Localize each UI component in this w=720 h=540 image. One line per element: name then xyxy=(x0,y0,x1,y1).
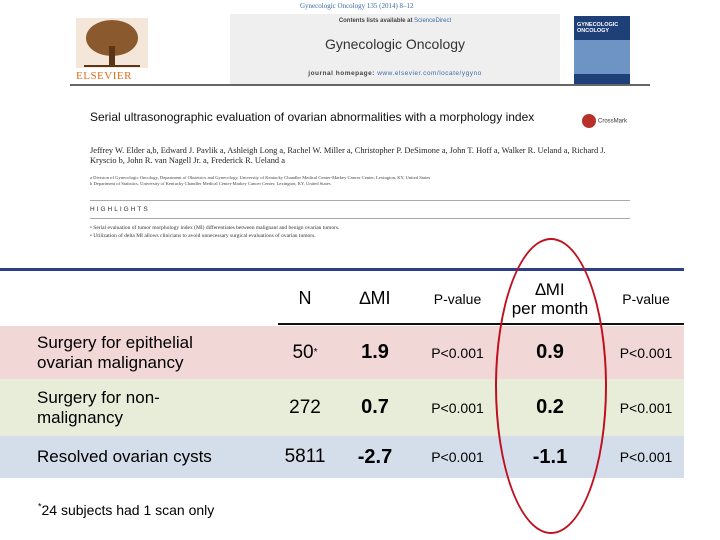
journal-homepage: journal homepage: www.elsevier.com/locat… xyxy=(308,70,482,77)
header-delta-mi-per-month: ∆MI per month xyxy=(511,279,589,318)
cell-p-value: P<0.001 xyxy=(619,449,673,465)
cell-delta-mi-per-month: 0.2 xyxy=(536,396,564,418)
divider xyxy=(90,200,630,201)
crossmark-badge: CrossMark xyxy=(582,114,627,128)
highlight-item: • Serial evaluation of tumor morphology … xyxy=(90,225,340,231)
article-affiliations: a Division of Gynecologic Oncology, Depa… xyxy=(90,175,630,187)
cell-p-value: P<0.001 xyxy=(431,399,484,416)
row-label: Resolved ovarian cysts xyxy=(37,447,212,466)
affiliation-b: b Department of Statistics, University o… xyxy=(90,181,331,186)
divider xyxy=(90,218,630,219)
table-row: Surgery for epithelial ovarian malignancy… xyxy=(0,326,684,379)
header-p-value: P-value xyxy=(433,290,482,307)
header-n: N xyxy=(298,288,312,308)
cell-delta-mi-per-month: 0.9 xyxy=(536,341,564,363)
crossmark-icon xyxy=(582,114,596,128)
table-row: Surgery for non-malignancy 272 0.7 P<0.0… xyxy=(0,379,684,436)
article-authors: Jeffrey W. Elder a,b, Edward J. Pavlik a… xyxy=(90,146,606,165)
table-footnote: *24 subjects had 1 scan only xyxy=(38,501,215,518)
table-top-rule xyxy=(0,268,684,271)
journal-citation: Gynecologic Oncology 135 (2014) 8–12 xyxy=(300,2,414,10)
highlights-list: • Serial evaluation of tumor morphology … xyxy=(90,224,630,240)
homepage-link: www.elsevier.com/locate/ygyno xyxy=(377,70,482,77)
cell-delta-mi: 0.7 xyxy=(361,396,389,418)
row-label: Surgery for non-malignancy xyxy=(37,387,160,427)
header-rule xyxy=(278,323,684,325)
journal-name: Gynecologic Oncology xyxy=(324,36,466,52)
header-p-value: P-value xyxy=(622,290,670,307)
row-label: Surgery for epithelial ovarian malignancy xyxy=(37,332,193,372)
cell-n: 272 xyxy=(289,396,321,418)
cell-p-value: P<0.001 xyxy=(431,344,484,361)
cell-p-value: P<0.001 xyxy=(619,399,673,416)
journal-cover-thumbnail: GYNECOLOGIC ONCOLOGY xyxy=(574,16,630,84)
cover-image-band xyxy=(574,40,630,74)
journal-info-box: Contents lists available at ScienceDirec… xyxy=(230,14,560,84)
header-delta-mi: ∆MI xyxy=(359,288,391,308)
affiliation-a: a Division of Gynecologic Oncology, Depa… xyxy=(90,175,431,180)
publisher-name: ELSEVIER xyxy=(76,70,132,82)
cell-delta-mi: -2.7 xyxy=(357,445,393,468)
highlight-item: • Utilization of delta MI allows clinici… xyxy=(90,233,316,239)
cell-p-value: P<0.001 xyxy=(619,344,673,361)
cell-delta-mi: 1.9 xyxy=(361,341,389,363)
sciencedirect-link: ScienceDirect xyxy=(414,18,452,24)
cell-p-value: P<0.001 xyxy=(431,449,484,465)
cover-title: GYNECOLOGIC ONCOLOGY xyxy=(577,22,619,34)
table-row: Resolved ovarian cysts 5811 -2.7 P<0.001… xyxy=(0,436,684,478)
journal-banner: ELSEVIER Contents lists available at Sci… xyxy=(70,14,650,86)
cell-delta-mi-per-month: -1.1 xyxy=(532,445,568,468)
contents-line: Contents lists available at ScienceDirec… xyxy=(338,18,452,24)
paper-header-image: Gynecologic Oncology 135 (2014) 8–12 ELS… xyxy=(70,0,650,262)
table-header-row: N ∆MI P-value ∆MI per month P-value xyxy=(0,271,684,326)
elsevier-tree-logo xyxy=(76,18,148,68)
footnote-marker: * xyxy=(38,501,42,512)
cell-n: 5811 xyxy=(284,446,326,467)
highlights-heading: HIGHLIGHTS xyxy=(90,206,150,213)
cell-n: 50 * xyxy=(292,341,318,363)
article-title: Serial ultrasonographic evaluation of ov… xyxy=(90,110,535,124)
